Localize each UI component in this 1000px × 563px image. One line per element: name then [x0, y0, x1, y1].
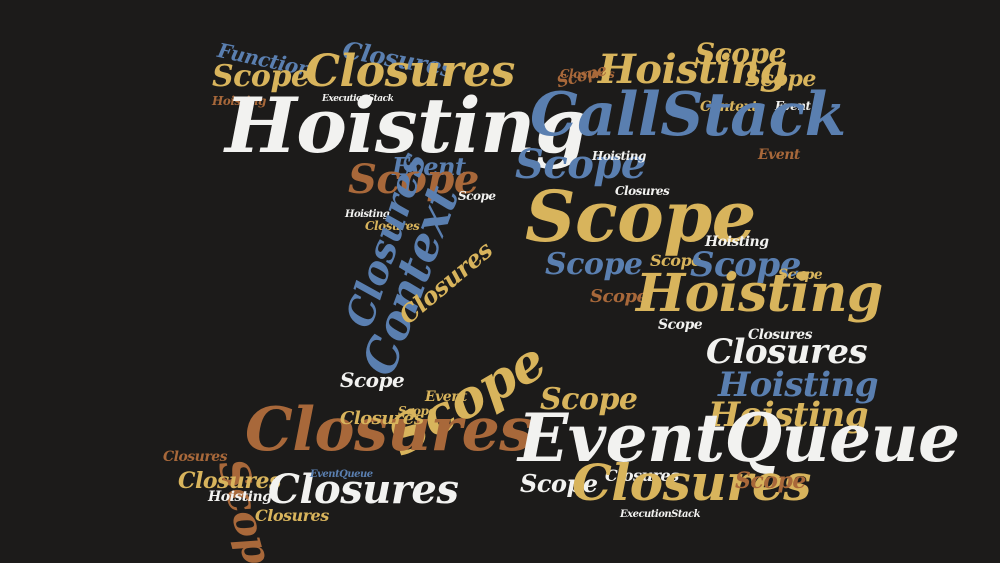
- word-closures: Closures: [255, 506, 329, 525]
- word-closures: Closures: [615, 184, 670, 198]
- word-closures: Closures: [340, 408, 424, 429]
- word-scope: Scope: [658, 317, 703, 333]
- word-scope: Scope: [540, 382, 638, 417]
- word-scope: Scope: [458, 189, 496, 203]
- word-scope: Scope: [348, 156, 479, 203]
- word-hoisting: Hoisting: [592, 149, 646, 163]
- word-scope: Scope: [520, 469, 598, 498]
- word-callstack: CallStack: [530, 80, 846, 150]
- word-closures: Closures: [706, 332, 868, 372]
- word-scope: Scope: [695, 37, 786, 70]
- word-eventqueue: EventQueue: [310, 469, 373, 480]
- word-scope: Scope: [690, 245, 801, 285]
- word-closures: Closures: [245, 395, 533, 465]
- word-closures: Closures: [605, 466, 679, 485]
- word-hoisting: Hoisting: [636, 263, 883, 324]
- word-closures: Closures: [268, 466, 459, 513]
- word-hoisting: Hoisting: [212, 94, 266, 108]
- word-closures: Closures: [178, 468, 281, 494]
- word-scope: Scope: [545, 247, 643, 282]
- word-scope: Scope: [590, 286, 648, 307]
- word-scope: Scope: [398, 404, 436, 418]
- word-scope: Scope: [515, 141, 646, 188]
- word-event: Event: [425, 389, 467, 405]
- word-scope: Scope: [650, 251, 701, 270]
- word-closures: Closures: [305, 46, 515, 97]
- word-executionstack: ExecutionStack: [620, 509, 701, 520]
- word-closures: Closures: [748, 327, 813, 343]
- word-event: Event: [758, 147, 800, 163]
- word-closures: Closures: [560, 67, 615, 81]
- word-hoisting: Hoisting: [708, 395, 868, 435]
- word-hoisting: Hoisting: [208, 489, 272, 505]
- word-scope: Scope: [745, 66, 816, 92]
- word-closures: Closures: [365, 219, 420, 233]
- word-executionstack: ExecutionStack: [322, 94, 394, 104]
- word-hoisting: Hoisting: [345, 209, 390, 220]
- word-hoisting: Hoisting: [718, 365, 878, 405]
- word-hoisting: Hoisting: [225, 81, 588, 170]
- word-closures: Closures: [163, 449, 228, 465]
- word-hoisting: Hoisting: [598, 46, 787, 93]
- word-scope: Scope: [212, 59, 310, 94]
- word-context: Context: [700, 99, 758, 115]
- word-scope: Scope: [525, 175, 756, 258]
- word-event: Event: [392, 152, 466, 181]
- word-eventqueue: EventQueue: [518, 399, 960, 477]
- word-hoisting: Hoisting: [705, 234, 769, 250]
- word-closures: Closures: [572, 453, 811, 512]
- word-scope: Scope: [340, 368, 405, 392]
- word-scope: Scope: [735, 468, 806, 494]
- word-event: Event: [775, 99, 811, 113]
- word-scope: Scope: [778, 267, 823, 283]
